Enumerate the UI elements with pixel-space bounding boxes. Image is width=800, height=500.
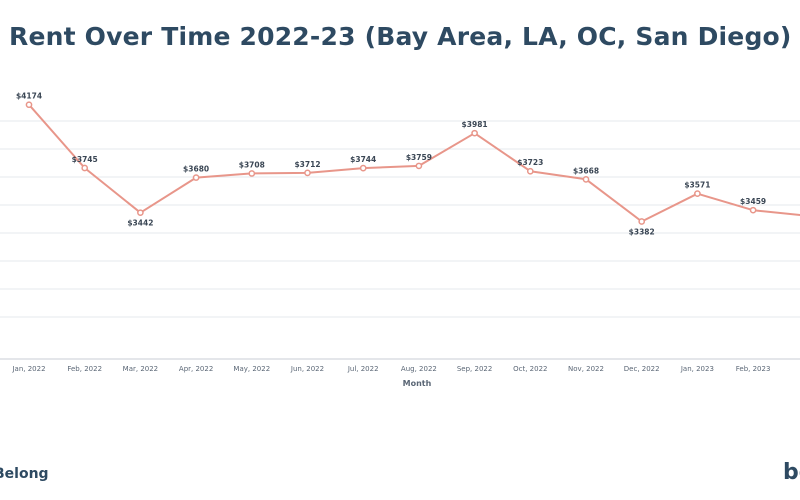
data-point	[81, 164, 89, 172]
x-tick-label: Aug, 2022	[401, 365, 437, 373]
data-label: $3459	[740, 197, 766, 206]
data-label: $3680	[183, 165, 209, 174]
data-point	[526, 167, 534, 175]
x-tick-label: Dec, 2022	[624, 365, 660, 373]
x-tick-label: May, 2022	[233, 365, 270, 373]
data-point	[137, 209, 144, 217]
series-layer: $4174 $3745 $3442 $3680 $3708 $3712 $3744 $3759…	[16, 92, 800, 237]
data-label: $3744	[350, 155, 376, 164]
x-tick-label: Nov, 2022	[568, 365, 604, 373]
data-label: $3759	[406, 153, 432, 162]
data-label: $3571	[684, 181, 710, 190]
data-label: $3712	[294, 160, 320, 169]
x-tick-label: Jan, 2023	[680, 365, 714, 373]
footer-brand-right: be	[783, 460, 800, 485]
data-label: $3382	[629, 228, 655, 237]
x-tick-label: Apr, 2022	[179, 365, 213, 373]
data-point	[415, 162, 423, 170]
x-tick-label: Jun, 2022	[290, 365, 324, 373]
grid-lines	[0, 120, 800, 318]
data-point	[638, 218, 646, 225]
x-tick-label: Feb, 2023	[736, 365, 771, 373]
x-tick-label: Feb, 2022	[67, 365, 102, 373]
x-tick-labels: Jan, 2022 Feb, 2022 Mar, 2022 Apr, 2022 May,…	[11, 365, 771, 373]
data-point	[749, 206, 757, 214]
series-line	[28, 104, 800, 223]
x-tick-label: Mar, 2022	[123, 365, 158, 373]
data-point	[25, 101, 33, 109]
data-label: $3723	[517, 158, 543, 167]
data-point	[471, 129, 478, 137]
x-axis-title: Month	[403, 379, 432, 388]
data-label: $3745	[72, 155, 98, 164]
data-point	[304, 169, 311, 177]
data-point	[694, 190, 701, 198]
data-label: $3442	[127, 219, 153, 228]
x-tick-label: Jan, 2022	[11, 365, 45, 373]
data-point	[582, 175, 590, 183]
data-point	[192, 174, 200, 181]
data-label: $3981	[462, 120, 488, 129]
data-label: $3708	[239, 160, 265, 169]
data-label: $4174	[16, 92, 42, 101]
chart-title: g Rent Over Time 2022-23 (Bay Area, LA, …	[0, 22, 792, 51]
x-tick-label: Oct, 2022	[513, 365, 547, 373]
x-tick-label: Sep, 2022	[457, 365, 492, 373]
data-point	[359, 164, 367, 172]
x-tick-label: Jul, 2022	[347, 365, 379, 373]
footer-brand-left: Belong	[0, 466, 49, 482]
data-label: $3668	[573, 166, 599, 175]
data-point	[248, 170, 256, 177]
